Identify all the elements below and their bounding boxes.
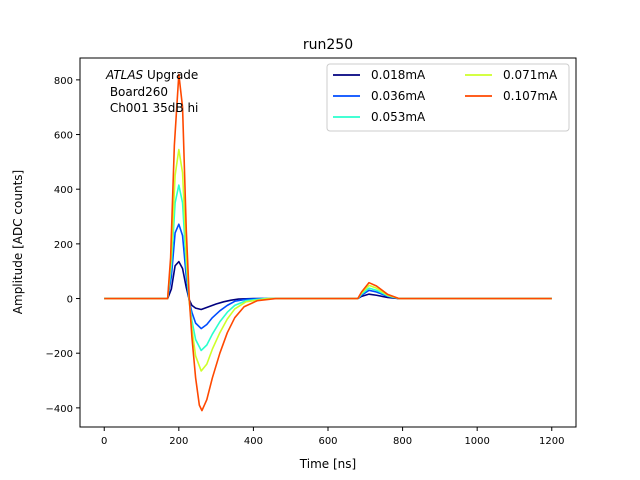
annotation-line3: Ch001 35dB hi	[106, 101, 198, 115]
legend-box	[326, 63, 570, 132]
y-tick-label: 200	[54, 240, 73, 251]
x-axis: 0 200 400 600 800 1000 1200	[101, 427, 564, 447]
series-line-1	[104, 260, 552, 311]
y-axis: −400 −200 0 200 400 600 800	[46, 76, 80, 415]
annotation-italic: ATLAS	[105, 68, 144, 82]
annotation-line2: Board260	[106, 85, 168, 99]
legend-label: 0.053mA	[371, 110, 426, 124]
legend-label: 0.107mA	[503, 89, 558, 103]
legend: 0.018mA 0.036mA 0.053mA 0.071mA 0.107mA	[326, 63, 570, 132]
y-tick-label: 800	[54, 76, 73, 87]
legend-label: 0.071mA	[503, 68, 558, 82]
annotation-rest: Upgrade	[143, 68, 198, 82]
legend-label: 0.036mA	[371, 89, 426, 103]
x-tick-label: 400	[244, 436, 263, 447]
series-layer	[104, 73, 552, 412]
series-line-4	[104, 148, 552, 372]
svg-text:ATLAS Upgrade: ATLAS Upgrade	[105, 68, 198, 82]
atlas-annotation: ATLAS Upgrade Board260 Ch001 35dB hi	[105, 68, 198, 115]
y-tick-label: 0	[67, 295, 73, 306]
x-tick-label: 1200	[539, 436, 564, 447]
x-tick-label: 0	[101, 436, 107, 447]
x-axis-label: Time [ns]	[299, 457, 356, 471]
y-tick-label: 600	[54, 131, 73, 142]
y-tick-label: 400	[54, 185, 73, 196]
x-tick-label: 200	[169, 436, 188, 447]
y-tick-label: −200	[46, 349, 73, 360]
chart-title: run250	[303, 37, 353, 53]
x-tick-label: 1000	[464, 436, 489, 447]
series-line-5	[104, 73, 552, 412]
legend-label: 0.018mA	[371, 68, 426, 82]
y-tick-label: −400	[46, 404, 73, 415]
x-tick-label: 800	[393, 436, 412, 447]
series-line-3	[104, 184, 552, 352]
y-axis-label: Amplitude [ADC counts]	[11, 170, 25, 314]
series-line-2	[104, 223, 552, 330]
x-tick-label: 600	[318, 436, 337, 447]
